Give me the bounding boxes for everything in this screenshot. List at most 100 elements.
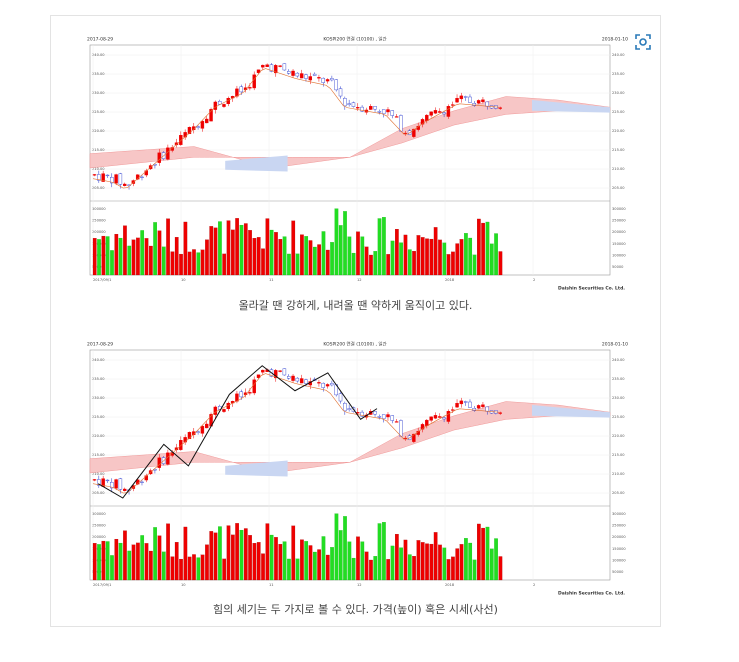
volume-bar [92,543,97,581]
date-start: 2017-08-29 [87,342,113,348]
volume-bar [205,239,209,276]
volume-bar [183,526,188,581]
candle-body [205,118,209,124]
volume-bar [304,541,309,581]
candle-body [157,457,161,468]
candle-body [468,401,472,408]
volume-bar [209,226,214,276]
volume-bar [166,523,170,581]
volume-bar [481,527,485,581]
volume-bar [153,222,157,276]
volume-label-right: 50000 [612,265,624,269]
candle-body [381,109,386,115]
candle-body [338,393,343,402]
candle-body [472,103,477,106]
candle-body [459,95,464,100]
volume-bar [416,235,421,276]
candle-body [308,76,313,81]
y-label-right: 225.00 [612,415,625,419]
volume-bar [114,233,119,276]
zoom-icon[interactable] [632,31,654,53]
volume-bar [472,559,477,581]
chart-title: KOSPI200 연결 (10100) , 일간 [323,36,386,43]
volume-bar [127,550,132,581]
candle-body [325,384,330,387]
volume-bar [313,551,317,581]
candle-body [256,69,261,73]
volume-bar [231,229,235,276]
volume-bar [239,224,244,276]
volume-bar [291,220,296,276]
candle-body [118,478,123,490]
candle-body [174,142,179,146]
volume-bar [127,245,132,276]
volume-bar [243,528,248,581]
volume-bar [110,250,114,276]
volume-bar [295,558,300,581]
candle-body [433,110,438,114]
volume-bar [157,535,162,581]
volume-bar [192,249,196,276]
candle-body [239,86,243,93]
y-label: 215.00 [92,148,105,152]
candle-body [312,73,317,76]
y-label: 240.00 [92,358,105,362]
volume-bar [377,218,382,276]
candle-body [92,479,97,481]
volume-bar [382,217,386,276]
volume-bar [291,525,296,581]
y-label-right: 210.00 [612,167,625,171]
candle-body [455,403,459,408]
candle-body [377,111,382,113]
candle-body [192,126,196,131]
candle-body [485,406,489,412]
y-label-right: 220.00 [612,129,625,133]
volume-bar [149,550,153,581]
volume-bar [282,236,287,276]
volume-bar [274,537,278,581]
volume-bar [213,532,218,581]
candle-body [295,377,300,382]
candle-body [157,152,161,163]
candle-body [123,488,127,491]
volume-bar [386,254,391,276]
x-label: 10 [181,278,186,282]
candle-body [394,421,399,423]
volume-bar [334,208,339,276]
candle-body [373,411,377,415]
candle-body [412,433,416,442]
volume-bar [489,548,494,581]
volume-bar [403,539,408,581]
volume-bar [269,229,274,276]
candle-body [105,174,110,177]
candle-body [291,375,295,381]
volume-bar [278,239,283,276]
candle-body [438,416,442,418]
caption: 힘의 세기는 두 가지로 볼 수 있다. 가격(높이) 혹은 시세(사선) [213,603,498,616]
candle-body [295,72,300,77]
candle-body [101,173,105,182]
volume-bar [313,246,317,276]
candle-body [304,74,308,79]
date-end: 2018-01-10 [602,342,628,348]
volume-bar [489,243,494,276]
candle-body [252,74,256,89]
source: Daishin Securities Co. Ltd. [558,591,625,597]
date-start: 2017-08-29 [87,37,113,43]
candle-body [498,107,502,109]
candle-body [386,109,390,113]
candle-body [412,128,416,137]
volume-bar [131,544,136,581]
volume-bar [455,548,460,581]
volume-bar [205,544,209,581]
candle-body [265,64,269,67]
volume-bar [274,232,278,276]
volume-bar [213,227,218,276]
volume-label: 300000 [92,512,106,516]
candle-body [222,104,226,107]
volume-bar [144,543,149,581]
x-label: 12 [357,278,362,282]
volume-bar [433,532,438,581]
volume-bar [144,238,149,276]
volume-bar [300,539,304,581]
